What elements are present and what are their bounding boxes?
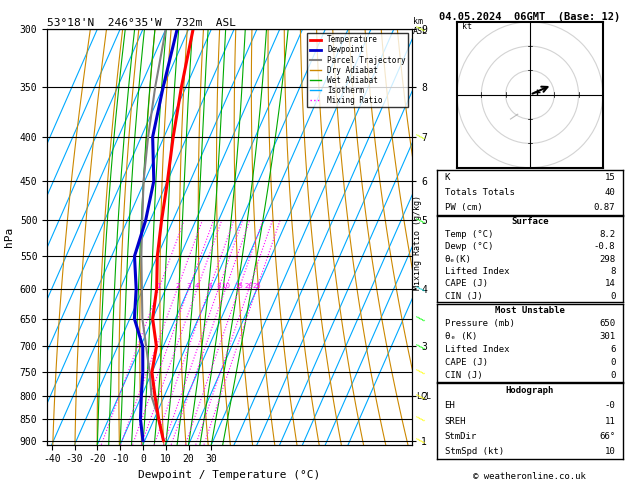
Text: 6: 6 bbox=[207, 283, 211, 289]
Text: 10: 10 bbox=[221, 283, 230, 289]
Text: Pressure (mb): Pressure (mb) bbox=[445, 319, 515, 328]
Text: 1: 1 bbox=[157, 283, 161, 289]
Text: 66°: 66° bbox=[599, 432, 615, 441]
Text: SREH: SREH bbox=[445, 417, 466, 426]
Text: StmDir: StmDir bbox=[445, 432, 477, 441]
Text: \: \ bbox=[416, 367, 426, 377]
Text: θₑ(K): θₑ(K) bbox=[445, 255, 472, 263]
Text: 40: 40 bbox=[604, 188, 615, 197]
Text: 0: 0 bbox=[610, 292, 615, 301]
Text: CAPE (J): CAPE (J) bbox=[445, 279, 487, 288]
X-axis label: Dewpoint / Temperature (°C): Dewpoint / Temperature (°C) bbox=[138, 470, 321, 480]
Text: \: \ bbox=[416, 414, 426, 424]
Text: 650: 650 bbox=[599, 319, 615, 328]
Text: 0.87: 0.87 bbox=[594, 203, 615, 212]
Text: 8.2: 8.2 bbox=[599, 230, 615, 239]
Text: \: \ bbox=[416, 392, 426, 401]
Text: -0.8: -0.8 bbox=[594, 242, 615, 251]
Text: 8: 8 bbox=[610, 267, 615, 276]
Text: 6: 6 bbox=[610, 345, 615, 354]
Text: 2: 2 bbox=[175, 283, 179, 289]
Text: km
ASL: km ASL bbox=[413, 17, 428, 36]
Text: 11: 11 bbox=[604, 417, 615, 426]
Text: -0: -0 bbox=[604, 401, 615, 410]
Text: 8: 8 bbox=[216, 283, 221, 289]
Text: 3: 3 bbox=[186, 283, 191, 289]
Text: \: \ bbox=[416, 342, 426, 351]
Text: Mixing Ratio (g/kg): Mixing Ratio (g/kg) bbox=[413, 195, 421, 291]
Text: 53°18'N  246°35'W  732m  ASL: 53°18'N 246°35'W 732m ASL bbox=[47, 18, 236, 28]
Text: Most Unstable: Most Unstable bbox=[495, 306, 565, 315]
Text: 14: 14 bbox=[604, 279, 615, 288]
Text: Lifted Index: Lifted Index bbox=[445, 345, 509, 354]
Y-axis label: hPa: hPa bbox=[4, 227, 14, 247]
Text: 10: 10 bbox=[604, 447, 615, 456]
Text: CIN (J): CIN (J) bbox=[445, 292, 482, 301]
Text: Hodograph: Hodograph bbox=[506, 386, 554, 395]
Text: Dewp (°C): Dewp (°C) bbox=[445, 242, 493, 251]
Text: 0: 0 bbox=[610, 370, 615, 380]
Text: Lifted Index: Lifted Index bbox=[445, 267, 509, 276]
Text: \: \ bbox=[416, 216, 426, 226]
Text: 0: 0 bbox=[610, 358, 615, 366]
Legend: Temperature, Dewpoint, Parcel Trajectory, Dry Adiabat, Wet Adiabat, Isotherm, Mi: Temperature, Dewpoint, Parcel Trajectory… bbox=[308, 33, 408, 107]
Text: StmSpd (kt): StmSpd (kt) bbox=[445, 447, 504, 456]
Text: kt: kt bbox=[462, 22, 472, 31]
Text: EH: EH bbox=[445, 401, 455, 410]
Text: © weatheronline.co.uk: © weatheronline.co.uk bbox=[474, 472, 586, 481]
Text: θₑ (K): θₑ (K) bbox=[445, 331, 477, 341]
Text: LCL: LCL bbox=[416, 392, 431, 401]
Text: Surface: Surface bbox=[511, 217, 548, 226]
Text: 15: 15 bbox=[604, 173, 615, 182]
Text: 15: 15 bbox=[235, 283, 243, 289]
Text: \: \ bbox=[416, 132, 426, 142]
Text: 04.05.2024  06GMT  (Base: 12): 04.05.2024 06GMT (Base: 12) bbox=[439, 12, 621, 22]
Text: \: \ bbox=[416, 314, 426, 324]
Text: \: \ bbox=[416, 435, 426, 445]
Text: \: \ bbox=[416, 24, 426, 34]
Text: Totals Totals: Totals Totals bbox=[445, 188, 515, 197]
Text: 20: 20 bbox=[245, 283, 253, 289]
Text: K: K bbox=[445, 173, 450, 182]
Text: 301: 301 bbox=[599, 331, 615, 341]
Text: Temp (°C): Temp (°C) bbox=[445, 230, 493, 239]
Text: \: \ bbox=[416, 284, 426, 294]
Text: CIN (J): CIN (J) bbox=[445, 370, 482, 380]
Text: 25: 25 bbox=[252, 283, 261, 289]
Text: PW (cm): PW (cm) bbox=[445, 203, 482, 212]
Text: 298: 298 bbox=[599, 255, 615, 263]
Text: CAPE (J): CAPE (J) bbox=[445, 358, 487, 366]
Text: 4: 4 bbox=[195, 283, 199, 289]
